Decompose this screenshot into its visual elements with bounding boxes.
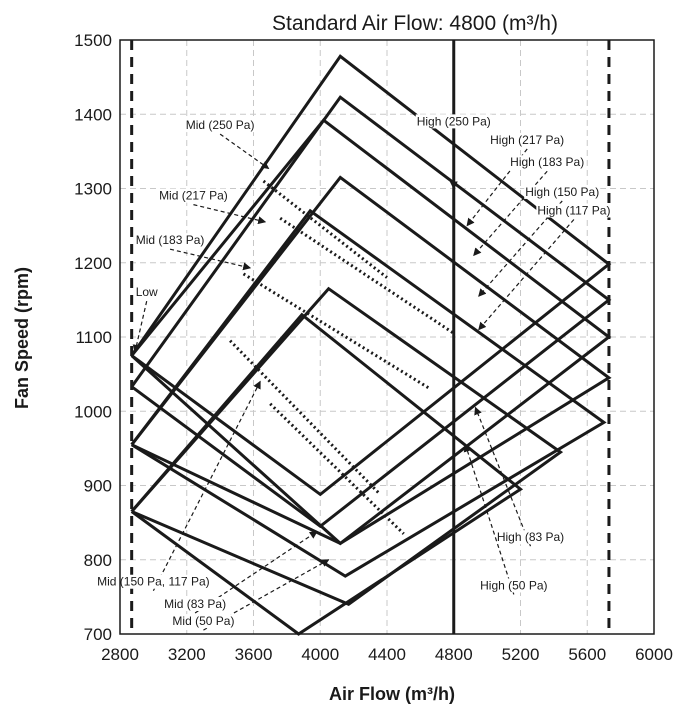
chart-title: Standard Air Flow: 4800 (m³/h) (272, 12, 558, 35)
annotation-arrow (132, 301, 148, 353)
plot-frame (119, 39, 655, 635)
y-tick-label: 1300 (74, 180, 112, 199)
annotation-label-bg (536, 203, 612, 218)
annotation-label: High (250 Pa) (417, 114, 491, 128)
annotation-label: Mid (217 Pa) (159, 189, 228, 203)
series-line-7 (130, 312, 524, 636)
y-axis-label: Fan Speed (rpm) (12, 267, 32, 409)
annotation-arrow (473, 170, 548, 257)
annotation-label-bg (163, 597, 228, 612)
annotation-label: Mid (50 Pa) (172, 614, 234, 628)
annotation-label-bg (134, 285, 160, 300)
annotation-label: High (217 Pa) (490, 133, 564, 147)
y-tick-label: 800 (84, 551, 112, 570)
annotation-label-bg (415, 114, 492, 129)
annotation-arrow (474, 406, 532, 547)
series-line-6 (130, 286, 564, 607)
series-line-2 (130, 95, 612, 529)
y-tick-label: 1000 (74, 402, 112, 421)
annotation-arrow (219, 133, 270, 170)
x-tick-label: 4000 (301, 645, 339, 664)
annotation-label-bg (479, 578, 549, 593)
annotation-label-bg (509, 155, 586, 170)
annotation-arrow (463, 443, 515, 595)
x-tick-label: 4400 (368, 645, 406, 664)
y-tick-label: 1100 (75, 328, 112, 347)
y-tick-labels: 700 800 900 1000 1100 1200 1300 1400 1500 (74, 31, 112, 644)
x-tick-label: 4800 (435, 645, 473, 664)
annotation-label: Mid (183 Pa) (136, 233, 205, 247)
x-tick-label: 3200 (168, 645, 206, 664)
annotation-label-bg (524, 184, 601, 199)
series-line-4 (130, 175, 612, 546)
annotation-label-bg (184, 118, 256, 133)
annotation-label: Mid (83 Pa) (164, 597, 226, 611)
y-tick-label: 1400 (74, 105, 112, 124)
dotted-line (229, 339, 380, 494)
dotted-line (242, 272, 432, 391)
x-tick-label: 5200 (502, 645, 540, 664)
series-line-1 (130, 54, 612, 497)
annotation-label: High (83 Pa) (497, 530, 564, 544)
annotation-label: High (50 Pa) (480, 578, 547, 592)
annotation-label-bg (158, 188, 229, 203)
annotation-label: High (183 Pa) (510, 155, 584, 169)
annotation-label: Low (136, 285, 158, 299)
annotation-label: Mid (150 Pa, 117 Pa) (97, 575, 210, 589)
annotation-arrow (193, 204, 267, 225)
x-tick-label: 6000 (635, 645, 673, 664)
annotation-arrow (478, 219, 575, 331)
annotation-label-bg (489, 132, 566, 147)
y-tick-label: 1200 (74, 254, 112, 273)
series-group (130, 54, 612, 636)
annotation-label: Mid (250 Pa) (186, 118, 255, 132)
y-tick-label: 1500 (74, 31, 112, 50)
x-tick-labels: 2800 3200 3600 4000 4400 4800 5200 5600 6000 (101, 645, 673, 664)
x-tick-label: 3600 (235, 645, 273, 664)
x-tick-label: 5600 (568, 645, 606, 664)
series-line-5 (130, 208, 607, 578)
annotations: High (250 Pa) High (217 Pa) High (183 Pa) H… (96, 114, 612, 631)
annotation-label: High (117 Pa) (537, 203, 610, 217)
annotation-label-bg (495, 530, 566, 545)
y-tick-label: 900 (84, 477, 112, 496)
x-axis-label: Air Flow (m³/h) (329, 684, 455, 704)
annotation-label: High (150 Pa) (525, 185, 599, 199)
dotted-line (262, 179, 388, 279)
annotation-label-bg (96, 574, 211, 589)
annotation-label-bg (134, 233, 206, 248)
series-line-3 (130, 118, 612, 546)
y-tick-label: 700 (84, 625, 112, 644)
x-tick-label: 2800 (101, 645, 139, 664)
annotation-label-bg (171, 614, 236, 629)
